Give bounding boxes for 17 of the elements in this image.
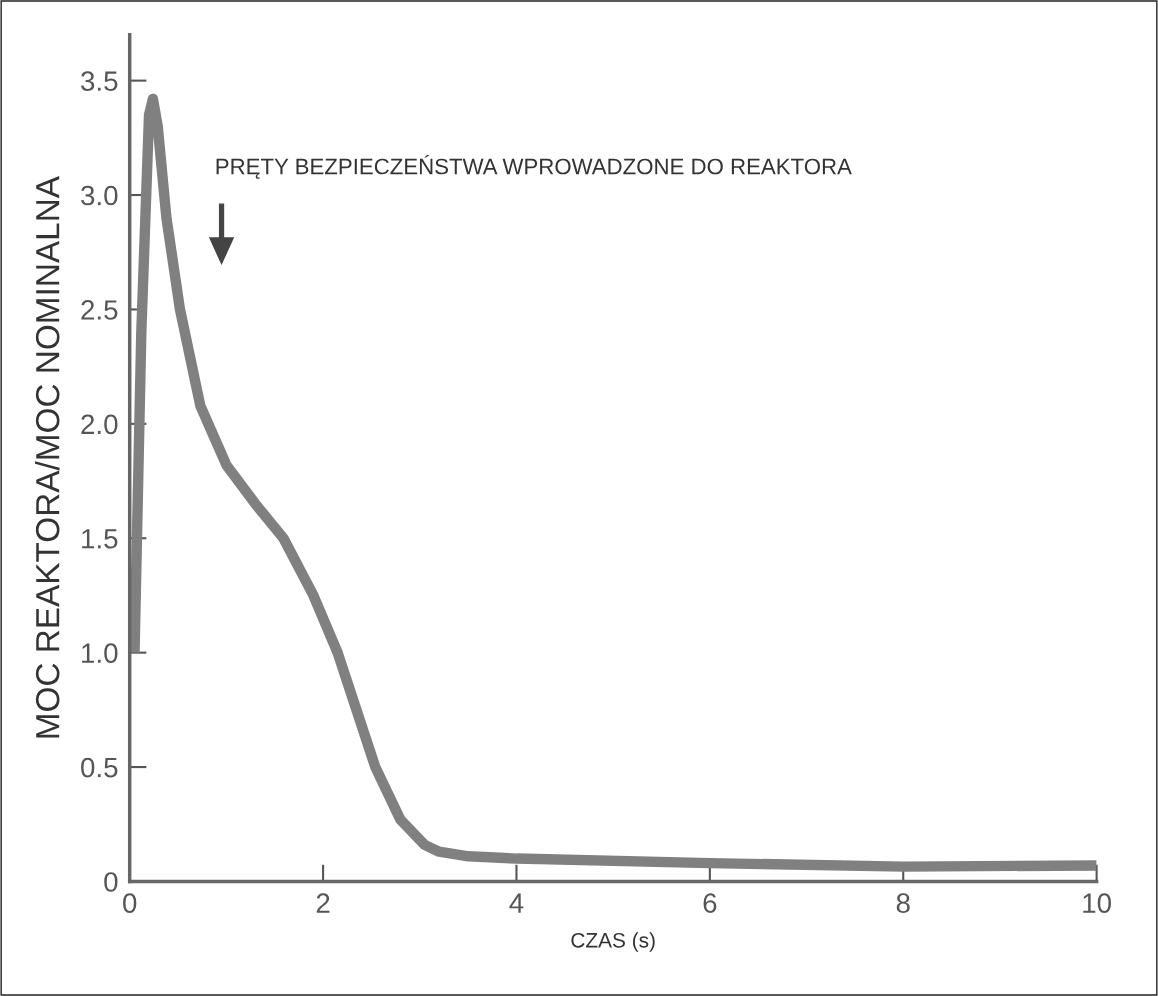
- y-tick-label: 1.0: [82, 643, 118, 663]
- y-tick-label: 0: [104, 872, 118, 892]
- y-tick-label: 3.0: [81, 185, 118, 206]
- y-axis-title: MOC REAKTORA/MOC NOMINALNA: [35, 176, 60, 738]
- y-tick-label: 0.5: [81, 757, 118, 778]
- y-tick-label: 2.5: [81, 300, 118, 320]
- x-tick-label: 0: [123, 893, 137, 913]
- y-tick-label: 3.5: [81, 71, 118, 91]
- x-tick-label: 2: [316, 893, 330, 913]
- x-tick-label: 8: [896, 893, 910, 913]
- x-tick-label: 4: [509, 893, 524, 913]
- x-tick-label: 10: [1083, 893, 1111, 913]
- x-axis-title: CZAS (s): [571, 932, 655, 952]
- y-tick-label: 1.5: [82, 529, 118, 549]
- y-tick-label: 2.0: [81, 414, 118, 435]
- x-tick-label: 6: [703, 893, 717, 913]
- annotation: PRĘTY BEZPIECZEŃSTWA WPROWADZONE DO REAKTORA: [216, 154, 852, 179]
